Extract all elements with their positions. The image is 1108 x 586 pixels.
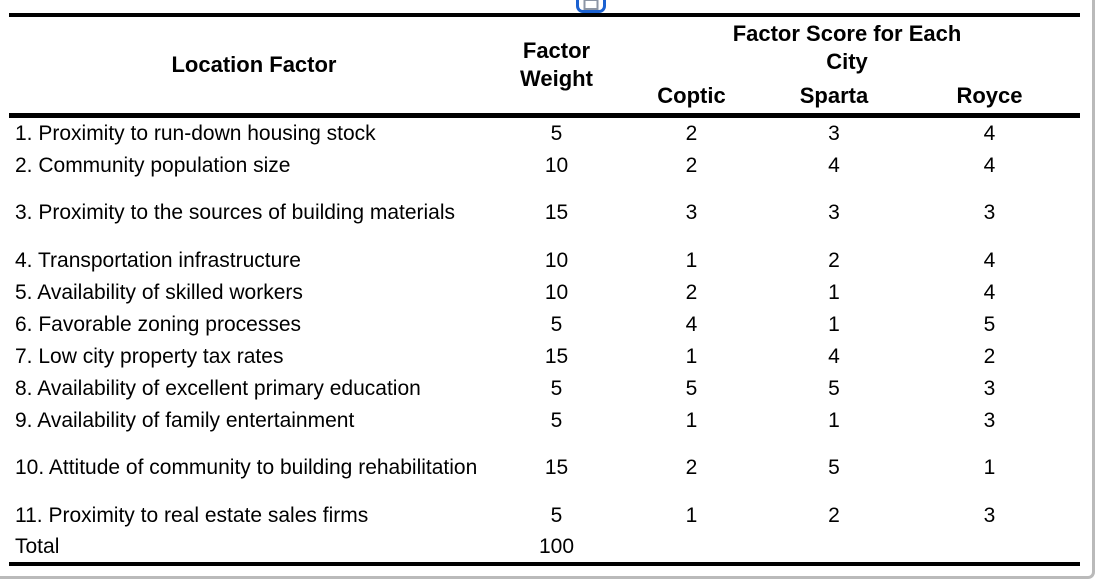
copy-icon[interactable]: [576, 0, 606, 13]
header-city-coptic: Coptic: [657, 83, 726, 108]
score-cell-royce: 4: [983, 280, 996, 304]
score-cell-sparta: 1: [828, 312, 840, 336]
weight-cell: 5: [550, 376, 563, 400]
score-cell-royce: 4: [983, 122, 996, 145]
table-row: 9. Availability of family entertainment …: [9, 404, 1080, 436]
score-cell-royce: 3: [983, 201, 996, 224]
score-cell-coptic: 2: [685, 153, 698, 177]
total-label: Total: [15, 535, 60, 558]
weight-cell: 15: [544, 344, 569, 368]
score-cell-coptic: 1: [685, 248, 698, 272]
score-cell-coptic: 1: [685, 344, 698, 368]
score-cell-coptic: 5: [685, 376, 698, 400]
header-factor-score-group: Factor Score for Each City: [732, 21, 962, 74]
factor-cell: 11. Proximity to real estate sales firms: [15, 503, 369, 527]
table-row: 4. Transportation infrastructure 10 1 2 …: [9, 244, 1080, 276]
factor-cell: 7. Low city property tax rates: [15, 344, 284, 368]
score-cell-sparta: 5: [828, 376, 840, 400]
score-cell-coptic: 2: [685, 122, 698, 145]
factor-cell: 3. Proximity to the sources of building …: [15, 201, 456, 224]
factor-cell: 6. Favorable zoning processes: [15, 312, 301, 336]
factor-cell: 8. Availability of excellent primary edu…: [15, 376, 421, 400]
score-cell-sparta: 3: [828, 201, 840, 224]
table-row: 7. Low city property tax rates 15 1 4 2: [9, 340, 1080, 372]
score-cell-coptic: 2: [685, 456, 698, 479]
table-row: 3. Proximity to the sources of building …: [9, 181, 1080, 244]
score-cell-sparta: 4: [828, 344, 840, 368]
weight-cell: 10: [544, 153, 569, 177]
score-cell-sparta: 1: [828, 280, 840, 304]
copy-icon-inner-rect: [583, 0, 599, 10]
score-cell-royce: 4: [983, 153, 996, 177]
total-coptic-empty: [614, 531, 769, 564]
total-row: Total 100: [9, 531, 1080, 564]
weight-cell: 5: [550, 312, 563, 336]
score-cell-coptic: 1: [685, 503, 698, 527]
total-weight: 100: [538, 535, 575, 558]
score-cell-coptic: 3: [685, 201, 698, 224]
weight-cell: 10: [544, 280, 569, 304]
total-sparta-empty: [769, 531, 899, 564]
weight-cell: 5: [550, 408, 563, 432]
factor-cell: 2. Community population size: [15, 153, 291, 177]
factor-cell: 5. Availability of skilled workers: [15, 280, 303, 304]
table-row: 6. Favorable zoning processes 5 4 1 5: [9, 308, 1080, 340]
header-location-factor: Location Factor: [171, 52, 337, 77]
header-city-sparta: Sparta: [799, 83, 869, 108]
weight-cell: 15: [544, 456, 569, 479]
table-row: 10. Attitude of community to building re…: [9, 436, 1080, 499]
score-cell-royce: 5: [983, 312, 996, 336]
table-row: 11. Proximity to real estate sales firms…: [9, 499, 1080, 531]
table-row: 5. Availability of skilled workers 10 2 …: [9, 276, 1080, 308]
score-cell-sparta: 4: [828, 153, 840, 177]
factor-cell: 9. Availability of family entertainment: [15, 408, 355, 432]
score-cell-royce: 3: [983, 408, 996, 432]
score-cell-sparta: 2: [828, 503, 840, 527]
table-row: 1. Proximity to run-down housing stock 5…: [9, 116, 1080, 150]
score-cell-sparta: 1: [828, 408, 840, 432]
factor-cell: 10. Attitude of community to building re…: [15, 456, 478, 479]
total-royce-empty: [899, 531, 1080, 564]
weight-cell: 5: [550, 122, 563, 145]
score-cell-sparta: 2: [828, 248, 840, 272]
weight-cell: 5: [550, 503, 563, 527]
score-cell-coptic: 2: [685, 280, 698, 304]
score-cell-sparta: 5: [828, 456, 840, 479]
header-factor-weight: Factor Weight: [520, 38, 593, 91]
factor-cell: 1. Proximity to run-down housing stock: [15, 122, 376, 145]
table-header: Location Factor Factor Weight Factor Sco…: [9, 15, 1081, 116]
score-cell-sparta: 3: [828, 122, 840, 145]
score-cell-royce: 1: [983, 456, 996, 479]
score-cell-royce: 4: [983, 248, 996, 272]
score-cell-royce: 2: [983, 344, 996, 368]
score-cell-coptic: 1: [685, 408, 698, 432]
score-cell-coptic: 4: [685, 312, 698, 336]
score-cell-royce: 3: [983, 503, 996, 527]
weight-cell: 15: [544, 201, 569, 224]
score-cell-royce: 3: [983, 376, 996, 400]
table-row: 2. Community population size 10 2 4 4: [9, 149, 1080, 181]
table-row: 8. Availability of excellent primary edu…: [9, 372, 1080, 404]
header-city-royce: Royce: [956, 83, 1023, 108]
factor-cell: 4. Transportation infrastructure: [15, 248, 301, 272]
weight-cell: 10: [544, 248, 569, 272]
location-factor-table: Location Factor Factor Weight Factor Sco…: [9, 13, 1081, 566]
